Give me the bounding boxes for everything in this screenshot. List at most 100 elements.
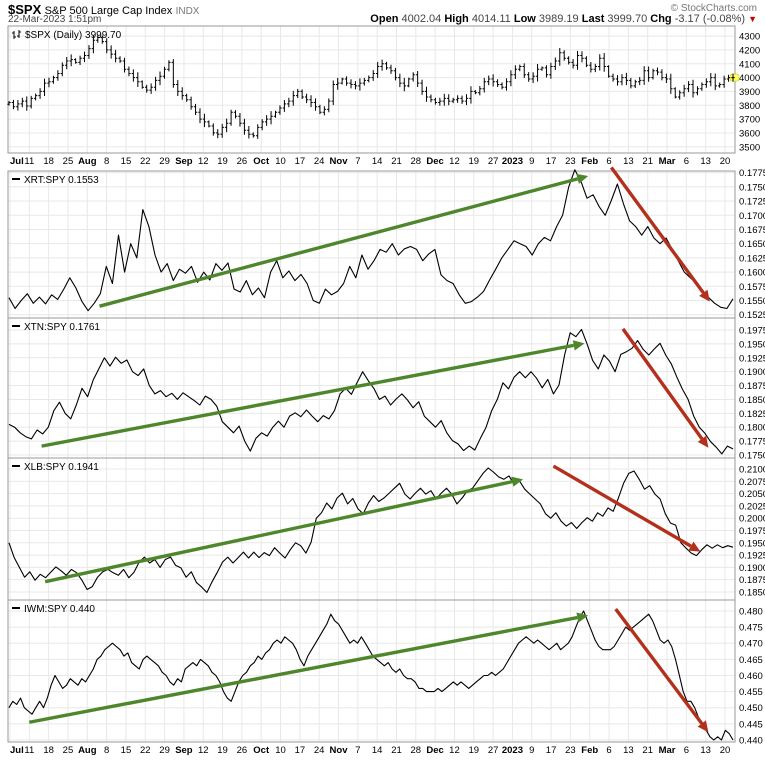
x-axis-label: 7 bbox=[355, 745, 360, 756]
x-axis-label: 14 bbox=[372, 156, 383, 167]
x-axis-label: Feb bbox=[581, 745, 598, 756]
x-axis-label: 24 bbox=[314, 745, 325, 756]
panel-border bbox=[7, 599, 736, 743]
panel-label: XLB:SPY 0.1941 bbox=[24, 462, 99, 473]
x-axis-label: 22 bbox=[140, 156, 151, 167]
x-axis-label: 6 bbox=[684, 745, 689, 756]
y-axis-label: 0.480 bbox=[739, 606, 763, 617]
downtrend-arrowhead bbox=[699, 289, 710, 302]
downtrend-arrow bbox=[621, 327, 704, 440]
x-axis-label: 27 bbox=[488, 156, 499, 167]
x-axis-strip: Jul 11 18 25 Aug 8 15 22 29 Sep 12 19 26 Oct 10 17 24 Nov… bbox=[10, 745, 730, 756]
y-axis-label: 0.1725 bbox=[739, 197, 765, 208]
x-axis-label: 9 bbox=[529, 745, 534, 756]
high-label: High bbox=[444, 13, 469, 25]
x-axis-label: 17 bbox=[295, 156, 306, 167]
y-axis-label: 4100 bbox=[739, 59, 760, 70]
y-axis-label: 0.1525 bbox=[739, 310, 765, 321]
x-axis-label: 10 bbox=[275, 156, 286, 167]
y-axis-label: 0.1975 bbox=[739, 526, 765, 537]
x-axis-label: 13 bbox=[623, 745, 634, 756]
x-axis-label: Aug bbox=[78, 156, 97, 167]
downtrend-arrowhead bbox=[688, 541, 701, 552]
y-axis-label: 0.450 bbox=[739, 703, 763, 714]
chart-style-icon-glyph bbox=[12, 30, 21, 39]
x-axis-label: 22 bbox=[140, 745, 151, 756]
x-axis-label: Feb bbox=[581, 156, 598, 167]
x-axis-label: 13 bbox=[700, 156, 711, 167]
ratio-line-xtn bbox=[8, 328, 734, 455]
x-axis-label: 23 bbox=[565, 745, 576, 756]
x-axis-label: Oct bbox=[253, 745, 270, 756]
low-label: Low bbox=[513, 13, 536, 25]
x-axis-label: 26 bbox=[237, 745, 248, 756]
x-axis-label: Dec bbox=[426, 156, 443, 167]
x-axis-label: Mar bbox=[659, 745, 676, 756]
copyright-label: © StockCharts.com bbox=[670, 3, 757, 14]
chg-label: Chg bbox=[650, 13, 672, 25]
x-axis-label: 12 bbox=[449, 156, 460, 167]
chart-header: $SPX S&P 500 Large Cap Index INDX © Stoc… bbox=[8, 2, 757, 17]
x-axis-label: 2023 bbox=[502, 745, 523, 756]
x-axis-label: 26 bbox=[237, 156, 248, 167]
panel-border bbox=[7, 25, 736, 154]
uptrend-arrow bbox=[99, 177, 579, 308]
symbol-label: $SPX bbox=[8, 2, 42, 17]
exchange-label: INDX bbox=[175, 6, 200, 17]
panel-xlbspy: 0.18500.18750.19000.19250.19500.19750.20… bbox=[7, 457, 765, 601]
x-axis-label: 11 bbox=[24, 745, 34, 756]
x-axis-strip: Jul 11 18 25 Aug 8 15 22 29 Sep 12 19 26 Oct 10 17 24 Nov… bbox=[10, 156, 730, 167]
x-axis-label: 17 bbox=[295, 745, 306, 756]
uptrend-arrowhead bbox=[576, 612, 589, 623]
y-axis-label: 0.1875 bbox=[739, 575, 765, 586]
x-axis-label: 28 bbox=[411, 745, 422, 756]
last-label: Last bbox=[581, 13, 605, 25]
open-label: Open bbox=[370, 13, 399, 25]
chart-style-icon bbox=[12, 30, 21, 39]
x-axis-label: 21 bbox=[391, 156, 402, 167]
x-axis-label: Jul bbox=[10, 156, 24, 167]
x-axis-label: 7 bbox=[355, 156, 360, 167]
x-axis-label: 17 bbox=[546, 745, 557, 756]
timestamp-label: 22-Mar-2023 1:51pm bbox=[8, 14, 102, 25]
y-axis-label: 0.475 bbox=[739, 623, 763, 634]
x-axis-label: Sep bbox=[175, 156, 193, 167]
y-axis-label: 0.2100 bbox=[739, 465, 765, 476]
y-axis-label: 0.1875 bbox=[739, 381, 765, 392]
x-axis-label: Jul bbox=[10, 745, 24, 756]
x-axis-label: 6 bbox=[606, 156, 611, 167]
x-axis-label: 21 bbox=[642, 156, 653, 167]
x-axis-label: 14 bbox=[372, 745, 383, 756]
y-axis-label: 3500 bbox=[739, 142, 760, 153]
y-axis-label: 4300 bbox=[739, 32, 760, 43]
uptrend-arrow bbox=[44, 479, 513, 584]
index-name-label: S&P 500 Large Cap Index bbox=[44, 5, 173, 17]
x-axis-label: Dec bbox=[426, 745, 443, 756]
ratio-line-xrt bbox=[8, 169, 734, 312]
y-axis-label: 0.1975 bbox=[739, 326, 765, 337]
x-axis-label: 2023 bbox=[502, 156, 523, 167]
x-axis-label: 18 bbox=[43, 156, 54, 167]
x-axis-label: 19 bbox=[468, 156, 479, 167]
x-axis-label: 20 bbox=[720, 745, 731, 756]
panel-label: IWM:SPY 0.440 bbox=[24, 604, 95, 615]
quote-strip: Open 4002.04 High 4014.11 Low 3989.19 La… bbox=[370, 13, 757, 25]
x-axis-label: Nov bbox=[330, 156, 349, 167]
ohlc-candles bbox=[7, 35, 735, 139]
x-axis-label: 8 bbox=[104, 156, 109, 167]
x-axis-label: 29 bbox=[159, 745, 170, 756]
uptrend-arrowhead bbox=[511, 476, 524, 487]
y-axis-label: 0.1575 bbox=[739, 282, 765, 293]
x-axis-label: 13 bbox=[700, 745, 711, 756]
y-axis-label: 0.2025 bbox=[739, 501, 765, 512]
